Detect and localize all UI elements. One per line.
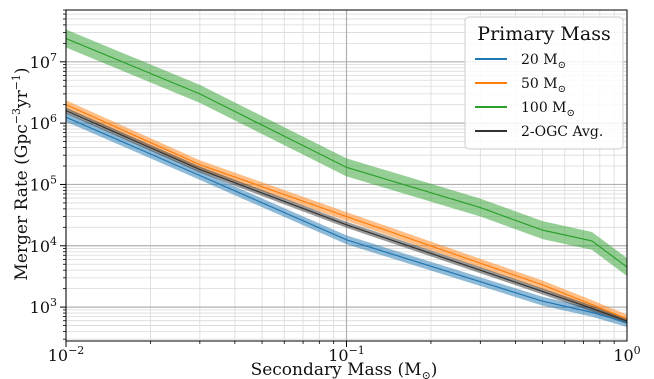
series-line (65, 110, 628, 322)
legend: Primary Mass 20 M⊙50 M⊙100 M⊙2-OGC Avg. (464, 16, 624, 150)
y-tick-label: 103 (30, 296, 57, 317)
y-axis-label-sup1: −3 (10, 108, 23, 124)
y-axis-label: Merger Rate (Gpc−3yr−1) (10, 67, 32, 280)
x-axis-label-end: ) (431, 360, 438, 379)
y-tick-label-exp: 5 (50, 173, 57, 186)
x-axis-label: Secondary Mass (M⊙) (251, 360, 438, 379)
legend-box (464, 16, 624, 150)
y-tick-label-exp: 3 (50, 296, 57, 309)
legend-title: Primary Mass (477, 23, 610, 45)
legend-label-main: 20 M (521, 52, 558, 68)
legend-label: 20 M⊙ (521, 52, 566, 71)
x-tick-label: 10−1 (328, 344, 365, 365)
x-tick-label: 10−2 (48, 344, 85, 365)
legend-label: 50 M⊙ (521, 76, 566, 95)
series-band (66, 112, 627, 327)
x-tick-label-exp: −2 (68, 344, 84, 357)
x-tick-label-base: 10 (328, 346, 348, 365)
y-tick-label-base: 10 (30, 53, 50, 72)
x-tick-label-base: 10 (613, 346, 633, 365)
y-tick-label-exp: 4 (50, 235, 57, 248)
legend-label-main: 2-OGC Avg. (521, 124, 603, 140)
y-axis-label-mid: yr (12, 89, 32, 109)
x-tick-label: 100 (613, 344, 640, 365)
y-tick-label: 104 (30, 235, 57, 256)
legend-label-sub: ⊙ (558, 60, 566, 71)
series-band (66, 100, 627, 324)
x-tick-labels: 10−2 10−1 100 (48, 344, 641, 365)
y-tick-label: 106 (30, 112, 57, 133)
legend-label-main: 50 M (521, 76, 558, 92)
x-tick-label-exp: 0 (634, 344, 641, 357)
y-tick-label-exp: 6 (50, 112, 57, 125)
y-axis-label-end: ) (12, 67, 32, 74)
series-line (65, 37, 628, 268)
series-band (66, 107, 627, 325)
y-axis-label-sup2: −1 (10, 74, 23, 90)
y-tick-label-base: 10 (30, 237, 50, 256)
y-tick-label: 105 (30, 173, 57, 194)
x-axis-label-main: Secondary Mass (M (251, 360, 422, 379)
axis-ticks (60, 9, 615, 347)
y-axis-label-main: Merger Rate (Gpc (12, 124, 32, 280)
legend-label: 100 M⊙ (521, 100, 575, 119)
y-tick-label-base: 10 (30, 114, 50, 133)
y-tick-label: 107 (30, 51, 57, 72)
series-line (65, 104, 628, 320)
series-bands (66, 29, 627, 327)
legend-label-sub: ⊙ (567, 108, 575, 119)
y-tick-label-base: 10 (30, 175, 50, 194)
legend-label-main: 100 M (521, 100, 567, 116)
y-tick-label-base: 10 (30, 298, 50, 317)
x-tick-label-exp: −1 (349, 344, 365, 357)
series-line (65, 116, 628, 324)
y-tick-label-exp: 7 (50, 51, 57, 64)
legend-label-sub: ⊙ (558, 84, 566, 95)
series-lines (65, 37, 628, 324)
legend-label: 2-OGC Avg. (521, 124, 603, 140)
x-tick-label-base: 10 (48, 346, 68, 365)
x-axis-label-sub: ⊙ (422, 369, 431, 379)
series-band (66, 29, 627, 277)
